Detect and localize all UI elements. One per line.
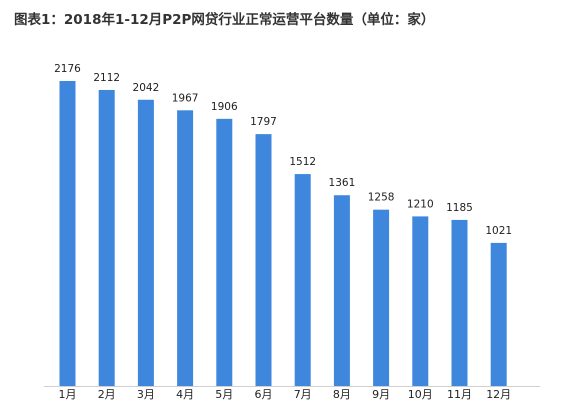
value-label-7: 1512 (289, 156, 316, 168)
bars-layer (59, 81, 507, 387)
value-label-5: 1906 (211, 101, 238, 113)
x-tick-label-8: 8月 (333, 388, 351, 401)
bar-2 (98, 89, 115, 387)
x-tick-label-7: 7月 (294, 388, 312, 401)
x-tick-label-4: 4月 (176, 388, 194, 401)
bar-8 (333, 195, 350, 386)
x-tick-labels-layer: 1月 2月 3月 4月 5月 6月 7月 8月 9月 10月 11月 12月 (59, 388, 512, 401)
bar-11 (451, 219, 468, 386)
x-tick-label-1: 1月 (59, 388, 77, 401)
bar-12 (490, 242, 507, 386)
x-tick-label-6: 6月 (255, 388, 273, 401)
value-label-4: 1967 (172, 92, 199, 104)
bar-5 (216, 118, 233, 386)
bar-9 (373, 209, 390, 386)
value-label-12: 1021 (485, 225, 512, 237)
bar-6 (255, 134, 272, 386)
value-labels-layer: 2176 2112 2042 1967 1906 1797 1512 1361 1258 1210… (54, 63, 512, 237)
value-label-11: 1185 (446, 202, 473, 214)
x-tick-label-2: 2月 (98, 388, 116, 401)
bar-4 (177, 110, 194, 386)
bar-3 (137, 99, 154, 386)
bar-10 (412, 216, 429, 386)
bar-7 (294, 174, 311, 386)
value-label-8: 1361 (329, 177, 356, 189)
x-tick-label-9: 9月 (372, 388, 390, 401)
x-tick-label-5: 5月 (215, 388, 233, 401)
chart-title: 图表1：2018年1-12月P2P网贷行业正常运营平台数量（单位：家） (14, 12, 435, 28)
value-label-10: 1210 (407, 198, 434, 210)
x-tick-label-11: 11月 (447, 388, 472, 401)
x-tick-label-12: 12月 (486, 388, 511, 401)
value-label-3: 2042 (133, 82, 160, 94)
value-label-6: 1797 (250, 116, 277, 128)
x-tick-label-10: 10月 (408, 388, 433, 401)
value-label-1: 2176 (54, 63, 81, 75)
value-label-2: 2112 (93, 72, 120, 84)
value-label-9: 1258 (368, 192, 395, 204)
x-tick-label-3: 3月 (137, 388, 155, 401)
bar-1 (59, 81, 76, 386)
